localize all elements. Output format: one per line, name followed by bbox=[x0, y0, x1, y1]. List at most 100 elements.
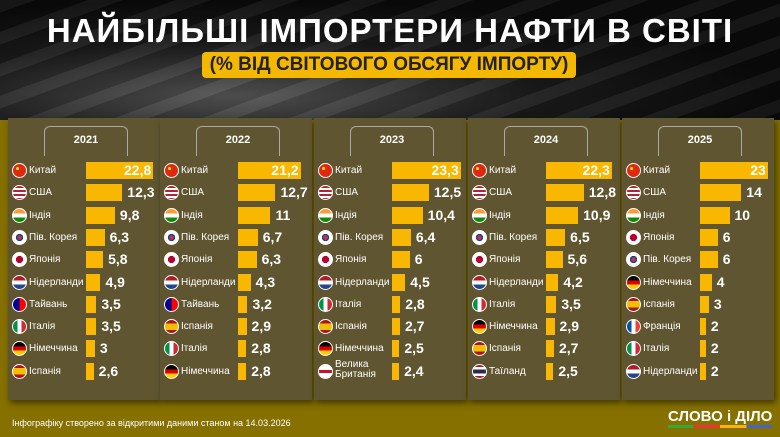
flag-індія-icon bbox=[164, 207, 179, 223]
country-label: Іспанія bbox=[29, 365, 61, 377]
bar bbox=[700, 318, 706, 336]
bar bbox=[392, 228, 411, 246]
bar bbox=[238, 162, 301, 179]
country-label: США bbox=[489, 187, 513, 199]
country-label: США bbox=[181, 187, 205, 199]
year-label: 2022 bbox=[196, 126, 280, 156]
bar bbox=[546, 228, 566, 246]
value-label: 2 bbox=[710, 318, 719, 335]
flag-нідерланди-icon bbox=[472, 274, 487, 290]
bar-row: Італія 2 bbox=[622, 339, 774, 359]
bar-row: Японія 6 bbox=[622, 228, 774, 248]
flag-китай-icon bbox=[318, 163, 333, 178]
flag-китай-icon bbox=[12, 163, 27, 178]
bar bbox=[700, 184, 742, 202]
bar-row: Іспанія 2,9 bbox=[160, 317, 312, 337]
country-label: Італія bbox=[335, 298, 362, 310]
country-label: США bbox=[643, 187, 667, 199]
flag-пів-корея-icon bbox=[318, 229, 333, 245]
bar bbox=[392, 162, 461, 179]
flag-німеччина-icon bbox=[164, 363, 179, 379]
flag-італія-icon bbox=[164, 341, 179, 357]
value-label: 23 bbox=[750, 162, 766, 178]
flag-іспанія-icon bbox=[318, 319, 333, 335]
bar-row: США 14 bbox=[622, 183, 774, 203]
country-label: Нідерланди bbox=[181, 276, 236, 288]
panel-2024: 2024 Китай 22,3 США 12,8 Індія 10,9 Пів.… bbox=[468, 118, 620, 400]
bar-row: Німеччина 2,9 bbox=[468, 317, 620, 337]
bar-row: Німеччина 3 bbox=[8, 339, 160, 359]
bar-row: Японія 5,8 bbox=[8, 250, 160, 270]
value-label: 3,5 bbox=[561, 295, 581, 312]
value-label: 11 bbox=[275, 206, 291, 223]
value-label: 5,8 bbox=[108, 251, 128, 268]
bar bbox=[392, 251, 410, 269]
flag-нідерланди-icon bbox=[164, 274, 179, 290]
panel-2023: 2023 Китай 23,3 США 12,5 Індія 10,4 Пів.… bbox=[314, 118, 466, 400]
bar-row: Пів. Корея 6,5 bbox=[468, 228, 620, 248]
bar-row: Індія 11 bbox=[160, 206, 312, 226]
value-label: 9,8 bbox=[119, 206, 140, 223]
value-label: 12,7 bbox=[280, 184, 308, 201]
value-label: 4,5 bbox=[410, 273, 430, 290]
bar bbox=[86, 162, 154, 179]
flag-таїланд-icon bbox=[472, 363, 487, 379]
bar-row: Пів. Корея 6,4 bbox=[314, 228, 466, 248]
flag-сша-icon bbox=[472, 185, 487, 201]
country-label: Китай bbox=[29, 165, 57, 176]
value-label: 10,4 bbox=[427, 206, 455, 223]
country-label: Японія bbox=[335, 254, 367, 266]
country-label: Таїланд bbox=[489, 365, 526, 377]
value-label: 2,7 bbox=[558, 340, 579, 357]
flag-італія-icon bbox=[626, 341, 641, 357]
country-label: Японія bbox=[29, 254, 61, 266]
bar-row: Іспанія 2,7 bbox=[314, 317, 466, 337]
bar bbox=[238, 362, 247, 380]
bar bbox=[86, 362, 94, 380]
value-label: 12,8 bbox=[588, 184, 616, 201]
country-label: Нідерланди bbox=[29, 276, 84, 288]
value-label: 6,4 bbox=[415, 228, 436, 245]
value-label: 6 bbox=[414, 251, 423, 268]
bar-row: США 12,3 bbox=[8, 183, 160, 203]
flag-японія-icon bbox=[472, 252, 487, 268]
value-label: 2,7 bbox=[404, 318, 425, 335]
flag-італія-icon bbox=[12, 319, 27, 335]
flag-пів-корея-icon bbox=[164, 229, 179, 245]
country-label: Німеччина bbox=[29, 343, 78, 355]
bar bbox=[86, 340, 95, 358]
country-label: Індія bbox=[335, 209, 357, 221]
country-label: Франція bbox=[643, 321, 681, 333]
bar bbox=[700, 340, 706, 358]
bar-row: Індія 10,4 bbox=[314, 206, 466, 226]
bar bbox=[238, 184, 276, 202]
panel-2025: 2025 Китай 23 США 14 Індія 10 Японія 6 П… bbox=[622, 118, 774, 400]
value-label: 12,3 bbox=[127, 184, 155, 201]
panel-2021: 2021 Китай 22,8 США 12,3 Індія 9,8 Пів. … bbox=[8, 118, 160, 400]
bar-row: Італія 3,5 bbox=[8, 317, 160, 337]
value-label: 6 bbox=[722, 251, 731, 268]
value-label: 6,3 bbox=[109, 228, 130, 245]
year-label: 2025 bbox=[658, 126, 742, 156]
bar bbox=[700, 162, 768, 179]
country-label: США bbox=[335, 187, 359, 199]
bar bbox=[700, 228, 718, 246]
value-label: 4,3 bbox=[255, 273, 276, 290]
bar bbox=[238, 340, 247, 358]
year-label: 2021 bbox=[44, 126, 128, 156]
flag-нідерланди-icon bbox=[318, 274, 333, 290]
bar-row: Китай 22,3 bbox=[468, 161, 620, 181]
bar bbox=[392, 340, 400, 358]
bar-row: Китай 23 bbox=[622, 161, 774, 181]
value-label: 4 bbox=[716, 273, 725, 290]
bar bbox=[392, 362, 400, 380]
country-label: Пів. Корея bbox=[643, 254, 692, 266]
value-label: 23,3 bbox=[431, 162, 459, 178]
flag-індія-icon bbox=[318, 207, 333, 223]
flag-індія-icon bbox=[626, 207, 641, 223]
bar bbox=[546, 318, 555, 336]
flag-нідерланди-icon bbox=[626, 363, 641, 379]
bar bbox=[546, 206, 579, 224]
value-label: 21,2 bbox=[271, 162, 299, 178]
country-label: Іспанія bbox=[643, 298, 675, 310]
